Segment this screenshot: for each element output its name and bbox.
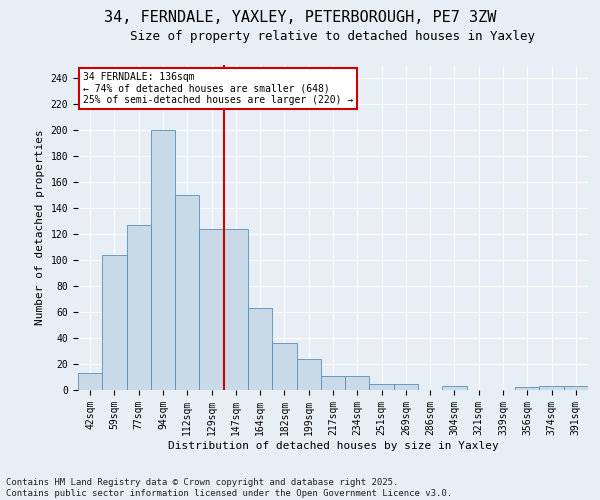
- Bar: [345, 376, 370, 390]
- Text: 34 FERNDALE: 136sqm
← 74% of detached houses are smaller (648)
25% of semi-detac: 34 FERNDALE: 136sqm ← 74% of detached ho…: [83, 72, 353, 104]
- Bar: [78, 373, 102, 390]
- Y-axis label: Number of detached properties: Number of detached properties: [35, 130, 45, 326]
- Bar: [127, 225, 151, 390]
- Title: Size of property relative to detached houses in Yaxley: Size of property relative to detached ho…: [131, 30, 536, 43]
- Bar: [442, 386, 467, 390]
- Bar: [199, 229, 224, 390]
- Bar: [272, 343, 296, 390]
- Bar: [248, 308, 272, 390]
- X-axis label: Distribution of detached houses by size in Yaxley: Distribution of detached houses by size …: [167, 440, 499, 450]
- Bar: [539, 386, 564, 390]
- Bar: [151, 130, 175, 390]
- Bar: [394, 384, 418, 390]
- Bar: [102, 255, 127, 390]
- Bar: [515, 388, 539, 390]
- Bar: [321, 376, 345, 390]
- Bar: [296, 359, 321, 390]
- Text: 34, FERNDALE, YAXLEY, PETERBOROUGH, PE7 3ZW: 34, FERNDALE, YAXLEY, PETERBOROUGH, PE7 …: [104, 10, 496, 25]
- Bar: [370, 384, 394, 390]
- Text: Contains HM Land Registry data © Crown copyright and database right 2025.
Contai: Contains HM Land Registry data © Crown c…: [6, 478, 452, 498]
- Bar: [224, 229, 248, 390]
- Bar: [564, 386, 588, 390]
- Bar: [175, 195, 199, 390]
